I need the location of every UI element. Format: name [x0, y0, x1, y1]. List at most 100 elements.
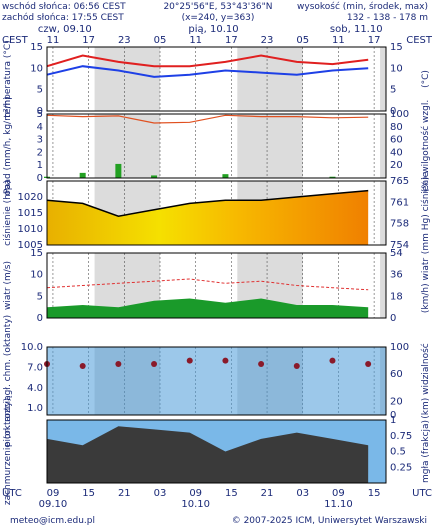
top-hour-label: 23 — [118, 35, 131, 46]
precipitation-bar — [222, 174, 229, 178]
humidity-line — [46, 114, 369, 124]
visibility-tick-label: 10.0 — [21, 342, 43, 353]
top-hour-label: 05 — [154, 35, 167, 46]
fog-tick-label: 1 — [390, 415, 396, 426]
panel-ylabel-right: (km) widzialność — [420, 343, 431, 419]
pressure-area — [47, 190, 369, 245]
precipitation-bar — [79, 172, 86, 178]
pressure-mmhg-tick-label: 754 — [390, 240, 409, 251]
visibility-right-tick-label: 0 — [390, 410, 396, 421]
bottom-hour-label: 03 — [296, 488, 309, 499]
night-band — [237, 114, 303, 178]
panel-ylabel: pion. rozciągł. chm. (oktanty) — [3, 315, 13, 447]
cloud-extent-point — [151, 361, 158, 367]
top-hour-label: 11 — [189, 35, 202, 46]
bottom-zone-left: UTC — [2, 488, 22, 499]
humidity-tick-label: 20 — [390, 160, 403, 171]
top-day-label: czw, 09.10 — [38, 24, 92, 35]
night-band — [380, 47, 386, 111]
temperature-tick-label: 5 — [37, 85, 43, 96]
top-day-label: sob, 11.10 — [330, 24, 383, 35]
panel-ylabel-right: (%) wilgotność wzgl. — [420, 100, 431, 192]
bottom-hour-label: 15 — [368, 488, 381, 499]
top-hour-label: 05 — [296, 35, 309, 46]
visibility-tick-label: 4.0 — [27, 383, 43, 394]
visibility-background — [47, 347, 386, 415]
visibility-right-tick-label: 20 — [390, 396, 403, 407]
wind-tick-label: 15 — [30, 248, 43, 259]
humidity-tick-label: 60 — [390, 135, 403, 146]
bottom-zone-right: UTC — [412, 488, 432, 499]
panel-ylabel-right: (mm Hg) ciśnienie — [420, 171, 431, 254]
precipitation-bar — [329, 176, 336, 178]
wind-kmh-tick-label: 54 — [390, 248, 403, 259]
night-band — [94, 47, 160, 111]
night-band — [380, 114, 386, 178]
cloud-extent-point — [258, 361, 265, 367]
wind-speed-area — [47, 298, 369, 318]
precipitation-tick-label: 3 — [37, 135, 43, 146]
cloud-cover-area — [47, 426, 369, 483]
panel-ylabel: temperatura (°C) — [3, 40, 13, 117]
panel-ylabel-right: mgła (frakcja) — [421, 420, 431, 483]
fog-tick-label: 0.5 — [390, 447, 406, 458]
bottom-hour-label: 15 — [82, 488, 95, 499]
visibility-right-tick-label: 60 — [390, 369, 403, 380]
temperature-right-tick-label: 10 — [390, 63, 403, 74]
temperature-tick-label: 15 — [30, 42, 43, 53]
footer-copyright: © 2007-2025 ICM, Uniwersytet Warszawski — [232, 516, 427, 526]
wind-kmh-tick-label: 0 — [390, 313, 396, 324]
top-hour-label: 17 — [225, 35, 238, 46]
height-values: 132 - 138 - 178 m — [347, 13, 428, 23]
temperature-tick-label: 0 — [37, 106, 43, 117]
panel-ylabel-right: (km/h) wiatr — [421, 258, 431, 314]
bottom-date-label: 11.10 — [324, 499, 353, 510]
visibility-right-tick-label: 100 — [390, 342, 409, 353]
cloud-extent-point — [79, 363, 86, 370]
visibility-tick-label: 1.0 — [27, 403, 43, 414]
visibility-tick-label: 7.0 — [27, 362, 43, 373]
precipitation-bar — [115, 163, 122, 178]
precipitation-bar — [151, 175, 158, 178]
top-hour-label: 17 — [368, 35, 381, 46]
panel-border — [46, 180, 387, 246]
cloud-extent-point — [293, 363, 300, 370]
panel-ylabel: zachmurzenie (oktanty) — [3, 398, 13, 505]
cloud-extent-point — [222, 357, 229, 364]
night-band — [380, 181, 386, 245]
precipitation-tick-label: 4 — [37, 122, 43, 133]
precipitation-tick-label: 2 — [37, 147, 43, 158]
panel-ylabel: ciśnienie (hPa) — [2, 180, 13, 246]
bottom-hour-label: 09 — [189, 488, 202, 499]
pressure-mmhg-tick-label: 758 — [390, 219, 409, 230]
humidity-tick-label: 40 — [390, 147, 403, 158]
bottom-date-label: 10.10 — [181, 499, 210, 510]
night-band — [380, 253, 386, 318]
panel-border — [46, 252, 387, 319]
temperature-right-tick-label: 5 — [390, 85, 396, 96]
coords-label: 20°25'56"E, 53°43'36"N — [163, 2, 272, 12]
pressure-line — [46, 189, 369, 217]
bottom-hour-label: 15 — [225, 488, 238, 499]
panel-border — [46, 346, 387, 416]
temperature-series-line — [46, 54, 369, 68]
wind-tick-label: 5 — [37, 291, 43, 302]
grid-label: (x=240, y=363) — [182, 13, 255, 23]
top-hour-label: 11 — [47, 35, 60, 46]
cloud-extent-point — [329, 357, 336, 364]
cloud-extent-point — [186, 357, 193, 364]
pressure-tick-label: 1015 — [18, 208, 43, 219]
bottom-hour-label: 21 — [118, 488, 131, 499]
fog-tick-label: 0.75 — [390, 431, 412, 442]
fog-tick-label: 0.25 — [390, 462, 412, 473]
top-hour-label: 23 — [261, 35, 274, 46]
panel-ylabel: wiatr (m/s) — [3, 261, 13, 310]
wind-tick-label: 10 — [30, 270, 43, 281]
wind-kmh-tick-label: 36 — [390, 270, 403, 281]
precipitation-tick-label: 1 — [37, 160, 43, 171]
pressure-tick-label: 1020 — [18, 192, 43, 203]
top-zone-left: CEST — [2, 35, 29, 46]
top-zone-right: CEST — [406, 35, 433, 46]
bottom-hour-label: 09 — [47, 488, 60, 499]
